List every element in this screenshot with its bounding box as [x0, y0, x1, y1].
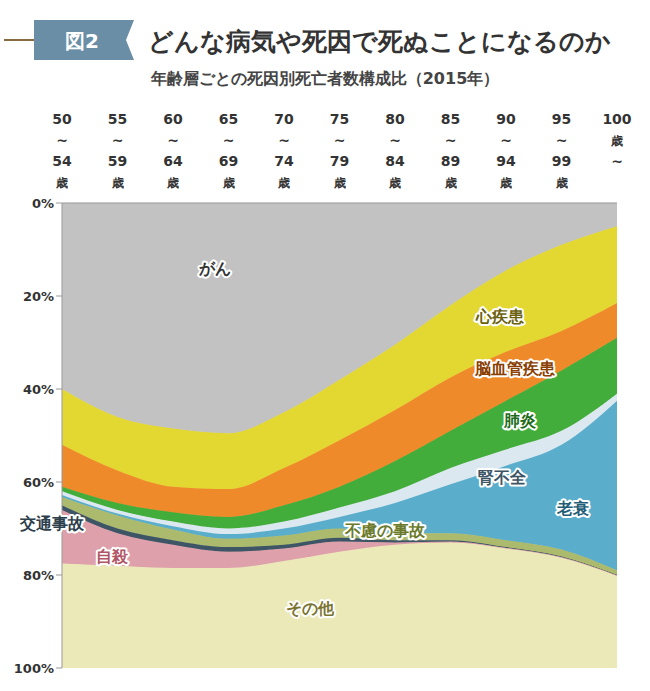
svg-text:不慮の事故: 不慮の事故 — [344, 521, 426, 540]
svg-text:~: ~ — [334, 132, 346, 148]
svg-text:99: 99 — [552, 153, 571, 169]
svg-text:がん: がん — [198, 259, 231, 278]
svg-text:~: ~ — [223, 132, 235, 148]
svg-text:59: 59 — [108, 153, 127, 169]
svg-text:歳: 歳 — [444, 176, 457, 190]
svg-text:84: 84 — [385, 153, 405, 169]
svg-text:歳: 歳 — [499, 176, 512, 190]
svg-text:80: 80 — [385, 111, 405, 127]
svg-text:歳: 歳 — [55, 176, 68, 190]
svg-text:95: 95 — [552, 111, 571, 127]
svg-text:79: 79 — [330, 153, 349, 169]
svg-text:歳: 歳 — [222, 176, 235, 190]
svg-text:年齢層ごとの死因別死亡者数構成比（2015年）: 年齢層ごとの死因別死亡者数構成比（2015年） — [150, 69, 500, 88]
svg-text:40%: 40% — [23, 382, 54, 397]
svg-text:歳: 歳 — [610, 134, 623, 148]
svg-text:~: ~ — [500, 132, 512, 148]
svg-text:85: 85 — [441, 111, 460, 127]
svg-text:腎不全: 腎不全 — [478, 468, 527, 487]
svg-text:~: ~ — [167, 132, 179, 148]
svg-text:55: 55 — [108, 111, 127, 127]
svg-text:図2: 図2 — [65, 29, 99, 53]
svg-text:~: ~ — [389, 132, 401, 148]
svg-text:60%: 60% — [23, 475, 54, 490]
svg-text:69: 69 — [219, 153, 238, 169]
svg-text:歳: 歳 — [388, 176, 401, 190]
svg-text:70: 70 — [274, 111, 294, 127]
svg-text:20%: 20% — [23, 289, 54, 304]
svg-text:歳: 歳 — [555, 176, 568, 190]
svg-text:その他: その他 — [286, 599, 335, 618]
svg-text:89: 89 — [441, 153, 460, 169]
svg-text:64: 64 — [163, 153, 183, 169]
svg-text:どんな病気や死因で死ぬことになるのか: どんな病気や死因で死ぬことになるのか — [148, 27, 611, 56]
svg-text:歳: 歳 — [333, 176, 346, 190]
svg-text:94: 94 — [496, 153, 516, 169]
svg-text:脳血管疾患: 脳血管疾患 — [474, 359, 556, 378]
svg-text:~: ~ — [278, 132, 290, 148]
svg-text:65: 65 — [219, 111, 238, 127]
svg-text:90: 90 — [496, 111, 516, 127]
svg-text:~: ~ — [112, 132, 124, 148]
svg-text:心疾患: 心疾患 — [475, 307, 525, 326]
svg-text:0%: 0% — [32, 196, 54, 211]
svg-text:~: ~ — [611, 153, 623, 169]
svg-text:~: ~ — [556, 132, 568, 148]
svg-text:75: 75 — [330, 111, 349, 127]
svg-text:老衰: 老衰 — [556, 499, 589, 518]
svg-text:肺炎: 肺炎 — [503, 411, 536, 430]
svg-text:歳: 歳 — [277, 176, 290, 190]
svg-text:100%: 100% — [14, 661, 54, 676]
svg-text:80%: 80% — [23, 568, 54, 583]
svg-text:74: 74 — [274, 153, 294, 169]
svg-text:~: ~ — [56, 132, 68, 148]
svg-text:~: ~ — [445, 132, 457, 148]
svg-text:100: 100 — [602, 111, 631, 127]
svg-text:50: 50 — [52, 111, 72, 127]
svg-text:交通事故: 交通事故 — [19, 514, 85, 533]
svg-text:60: 60 — [163, 111, 183, 127]
svg-text:歳: 歳 — [111, 176, 124, 190]
svg-text:54: 54 — [52, 153, 72, 169]
svg-text:歳: 歳 — [166, 176, 179, 190]
svg-text:自殺: 自殺 — [96, 547, 129, 566]
